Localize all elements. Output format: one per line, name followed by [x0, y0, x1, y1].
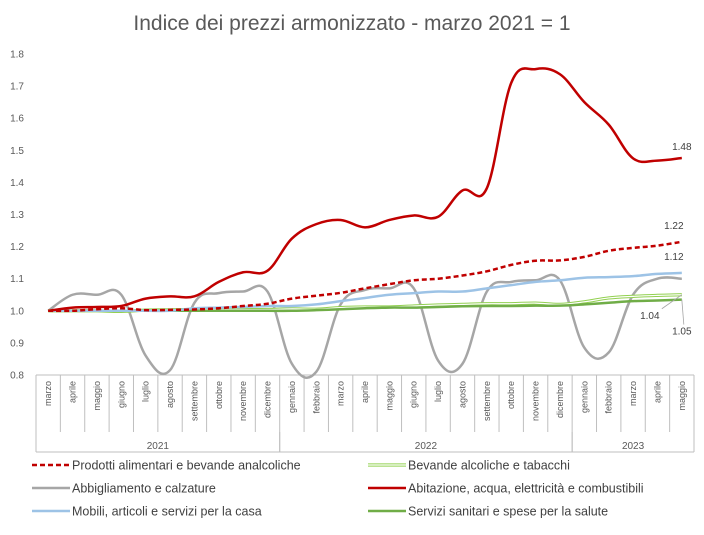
x-tick-label: gennaio [287, 381, 297, 413]
x-tick-label: giugno [116, 381, 126, 408]
x-tick-label: ottobre [506, 381, 516, 409]
x-tick-label: luglio [433, 381, 443, 402]
series-line-prodotti-alimentari-e-bevande-analcoliche [48, 240, 683, 313]
chart-title: Indice dei prezzi armonizzato - marzo 20… [133, 12, 570, 35]
y-tick-label: 1.3 [10, 210, 24, 221]
data-label: 1.22 [664, 221, 684, 232]
series-line-abbigliamento-e-calzature [47, 273, 682, 379]
x-tick-label: agosto [457, 381, 467, 408]
y-tick-label: 0.9 [10, 338, 24, 349]
y-tick-label: 1.5 [10, 146, 24, 157]
legend-label: Servizi sanitari e spese per la salute [408, 505, 608, 519]
legend-label: Bevande alcoliche e tabacchi [408, 459, 570, 473]
data-label: 1.12 [664, 252, 684, 263]
x-tick-label: marzo [43, 381, 53, 406]
x-tick-label: maggio [384, 381, 394, 411]
x-tick-label: gennaio [579, 381, 589, 413]
axes: 0.8 0.9 1.0 1.1 1.2 1.3 1.4 1.5 1.6 1.7 1.8 marzo ap… [10, 50, 695, 453]
data-label-leader [681, 299, 685, 325]
series-line-abitazione-acqua-elettricit-e-combustibili [48, 67, 682, 313]
data-labels: 1.48 1.22 1.12 1.04 1.05 [640, 142, 692, 338]
legend-label: Abitazione, acqua, elettricità e combust… [408, 482, 644, 496]
x-tick-label: dicembre [555, 381, 565, 418]
x-tick-label: marzo [628, 381, 638, 406]
x-tick-label: giugno [409, 381, 419, 408]
y-tick-label: 1.8 [10, 50, 24, 61]
y-tick-label: 1.6 [10, 114, 24, 125]
x-tick-label: dicembre [263, 381, 273, 418]
x-tick-label: aprile [652, 381, 662, 403]
legend-label: Prodotti alimentari e bevande analcolich… [72, 459, 301, 473]
series-lines [47, 67, 683, 379]
year-label: 2022 [415, 441, 438, 452]
x-tick-label: settembre [482, 381, 492, 421]
year-label: 2023 [622, 441, 645, 452]
data-label: 1.48 [672, 142, 692, 153]
x-tick-label: aprile [68, 381, 78, 403]
x-tick-label: luglio [141, 381, 151, 402]
data-label: 1.05 [672, 327, 692, 338]
x-tick-label: febbraio [311, 381, 321, 414]
y-tick-label: 1.0 [10, 306, 24, 317]
x-tick-label: maggio [677, 381, 687, 411]
data-label-leader [661, 294, 683, 310]
x-tick-label: febbraio [604, 381, 614, 414]
y-tick-label: 1.2 [10, 242, 24, 253]
x-tick-label: maggio [92, 381, 102, 411]
x-tick-label: agosto [165, 381, 175, 408]
legend-label: Abbigliamento e calzature [72, 482, 216, 496]
x-tick-label: novembre [531, 381, 541, 421]
legend: Prodotti alimentari e bevande analcolich… [32, 459, 644, 519]
x-tick-label: aprile [360, 381, 370, 403]
data-label: 1.04 [640, 311, 660, 322]
x-tick-label: settembre [189, 381, 199, 421]
y-tick-label: 1.1 [10, 274, 24, 285]
x-tick-label: ottobre [214, 381, 224, 409]
y-tick-label: 0.8 [10, 371, 24, 382]
legend-label: Mobili, articoli e servizi per la casa [72, 505, 262, 519]
y-tick-label: 1.4 [10, 178, 24, 189]
year-label: 2021 [147, 441, 170, 452]
x-tick-label: novembre [238, 381, 248, 421]
x-tick-label: marzo [336, 381, 346, 406]
y-tick-label: 1.7 [10, 82, 24, 93]
